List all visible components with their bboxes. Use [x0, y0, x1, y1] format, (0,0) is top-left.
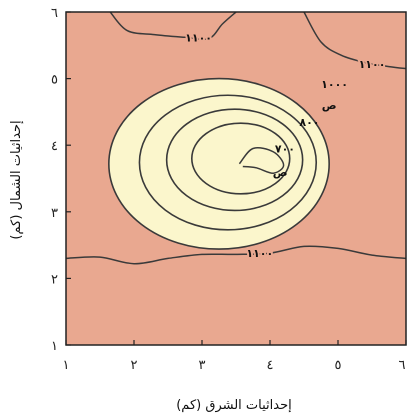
y-tick-label-1: ١	[51, 339, 58, 354]
contour-annotation-4: ٧٠٠	[275, 143, 295, 156]
contour-rings	[108, 77, 330, 250]
contour-line-1100-2	[303, 11, 407, 70]
contour-annotation-2: ص	[322, 99, 337, 112]
contour-ring-800	[165, 108, 304, 212]
y-tick-label-6: ٦	[51, 6, 58, 21]
y-tick-label-2: ٢	[51, 272, 58, 287]
x-axis-label: إحداثيات الشرق (كم)	[176, 398, 292, 413]
contour-label-1100-2: ١١٠٠	[359, 58, 386, 71]
y-tick-label-4: ٤	[51, 139, 58, 154]
x-tick-label-6: ٦	[399, 358, 406, 373]
contour-line-1100-1	[109, 11, 237, 41]
contour-annotation-5: ص	[273, 166, 288, 179]
contour-ring-900	[138, 94, 318, 231]
contour-label-1100-3: ١١٠٠	[246, 247, 273, 260]
x-tick-label-3: ٣	[199, 358, 206, 373]
x-tick-label-4: ٤	[267, 358, 274, 373]
y-tick-label-5: ٥	[51, 73, 58, 88]
contour-ring-700	[190, 122, 291, 195]
contour-annotation-3: ٨٠٠	[299, 116, 319, 129]
x-tick-label-2: ٢	[131, 358, 138, 373]
plot-frame	[65, 11, 407, 346]
x-tick-label-1: ١	[63, 358, 70, 373]
contour-label-1100-1: ١١٠٠	[185, 31, 212, 44]
contour-annotation-1: ١٠٠٠	[321, 78, 348, 91]
contour-curve-inner	[238, 147, 285, 174]
contour-ring-1000	[108, 77, 330, 250]
contour-lines	[65, 11, 407, 265]
y-axis-label: إحداثيات الشمال (كم)	[9, 120, 24, 239]
x-tick-label-5: ٥	[335, 358, 342, 373]
axis-ticks: ١ ٢ ٣ ٤ ٥ ٦ ١ ٢ ٣ ٤ ٥ ٦	[51, 6, 407, 373]
contour-line-1100-3	[65, 245, 407, 265]
y-tick-label-3: ٣	[51, 206, 58, 221]
